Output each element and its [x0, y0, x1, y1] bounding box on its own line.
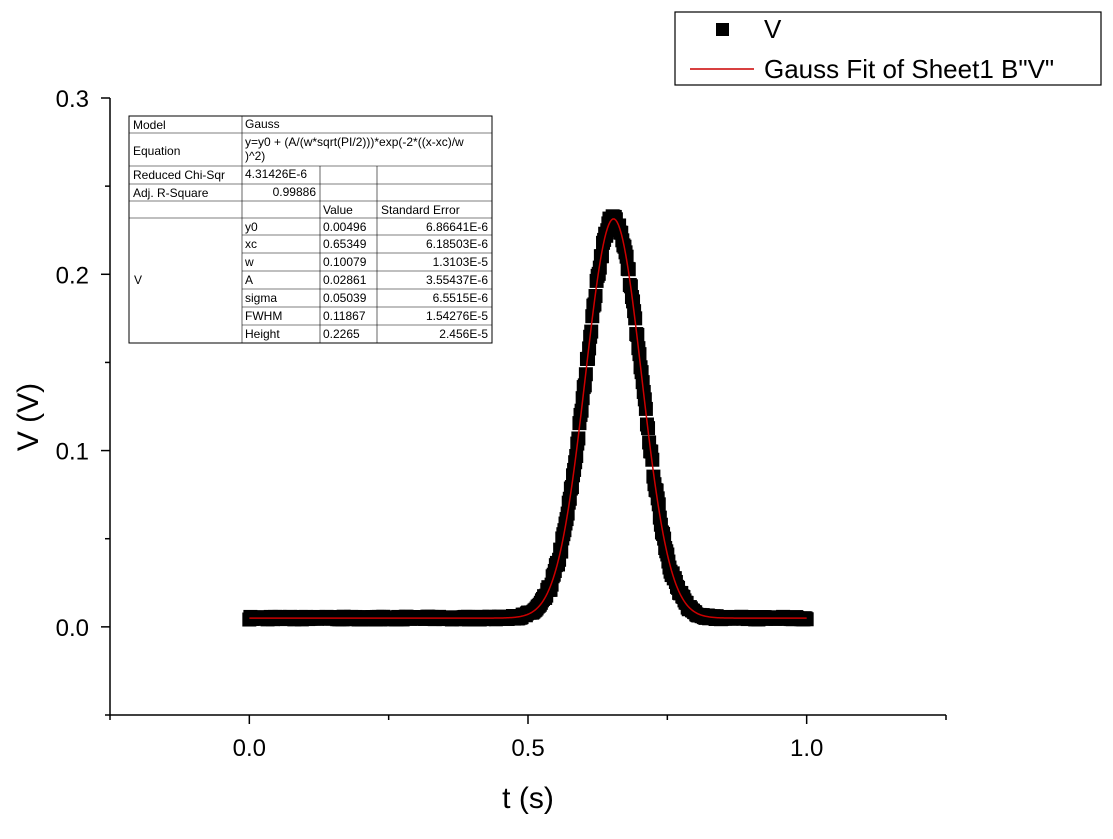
x-tick-label: 1.0	[790, 735, 823, 762]
gauss-fit-line	[249, 218, 807, 619]
data-point	[799, 612, 814, 627]
legend-frame	[674, 11, 1102, 86]
param-name: FWHM	[245, 309, 282, 323]
param-error: 2.456E-5	[439, 327, 488, 341]
param-error: 3.55437E-6	[426, 273, 488, 287]
table-equation-line2: )^2)	[245, 149, 265, 163]
table-label-chisqr: Reduced Chi-Sqr	[133, 168, 225, 182]
legend-label-v: V	[764, 14, 782, 44]
legend: V Gauss Fit of Sheet1 B"V"	[674, 11, 1102, 86]
param-value: 0.2265	[323, 327, 360, 341]
param-error: 6.5515E-6	[433, 291, 489, 305]
table-value-model: Gauss	[245, 117, 280, 131]
param-error: 6.18503E-6	[426, 237, 488, 251]
data-point	[554, 544, 569, 559]
param-error: 1.54276E-5	[426, 309, 488, 323]
table-label-equation: Equation	[133, 144, 180, 158]
legend-marker-v	[716, 23, 729, 36]
param-name: Height	[245, 327, 280, 341]
param-value: 0.65349	[323, 237, 367, 251]
table-header-error: Standard Error	[381, 203, 460, 217]
table-value-rsquare: 0.99886	[273, 185, 317, 199]
y-tick-label: 0.2	[56, 262, 89, 289]
legend-label-fit: Gauss Fit of Sheet1 B"V"	[764, 54, 1054, 84]
y-tick-label: 0.3	[56, 86, 89, 113]
param-name: sigma	[245, 291, 277, 305]
fit-results-table: Model Gauss Equation y=y0 + (A/(w*sqrt(P…	[128, 115, 493, 344]
param-value: 0.02861	[323, 273, 367, 287]
table-equation-line1: y=y0 + (A/(w*sqrt(PI/2)))*exp(-2*((x-xc)…	[245, 135, 464, 149]
x-tick-label: 0.0	[233, 735, 266, 762]
table-label-rsquare: Adj. R-Square	[133, 186, 209, 200]
param-name: w	[244, 255, 254, 269]
table-value-chisqr: 4.31426E-6	[245, 167, 307, 181]
y-tick-label: 0.1	[56, 439, 89, 466]
table-label-model: Model	[133, 118, 166, 132]
param-name: xc	[245, 237, 257, 251]
x-axis-title: t (s)	[502, 782, 554, 815]
param-error: 6.86641E-6	[426, 220, 488, 234]
table-header-value: Value	[323, 203, 353, 217]
param-name: y0	[245, 220, 258, 234]
param-value: 0.10079	[323, 255, 367, 269]
param-value: 0.11867	[323, 309, 366, 323]
table-group-label: V	[134, 273, 142, 287]
data-point	[594, 249, 609, 264]
param-value: 0.05039	[323, 291, 367, 305]
y-tick-label: 0.0	[56, 615, 89, 642]
y-axis-title: V (V)	[12, 383, 45, 451]
param-name: A	[245, 273, 253, 287]
param-error: 1.3103E-5	[433, 255, 489, 269]
param-value: 0.00496	[323, 220, 367, 234]
x-tick-label: 0.5	[511, 735, 544, 762]
